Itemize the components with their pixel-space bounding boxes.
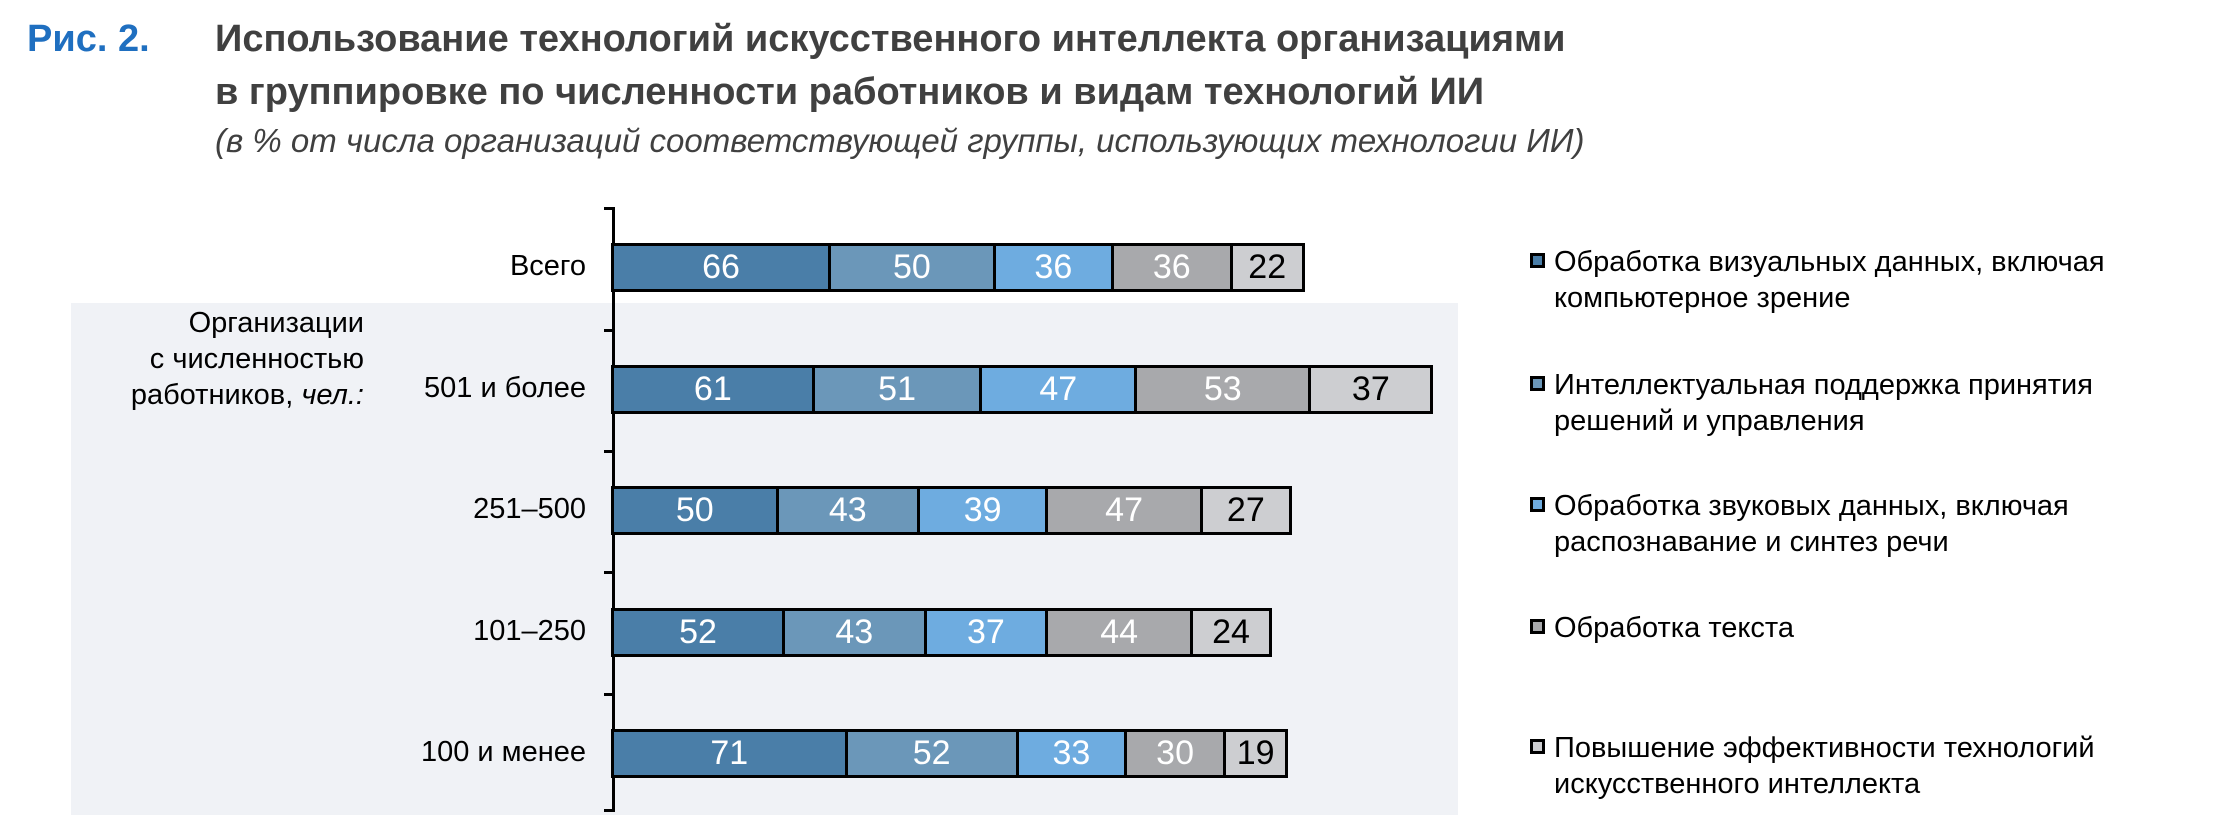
bar-segment: 52 [611, 608, 786, 657]
bar-segment: 19 [1222, 729, 1289, 778]
legend-label: Обработка текста [1554, 612, 1795, 644]
bar-segment: 71 [611, 729, 848, 778]
data-label: 71 [710, 734, 749, 772]
data-label: 66 [702, 248, 740, 286]
bar-segment: 27 [1199, 486, 1292, 535]
legend-item: Обработка звуковых данных, включая распоз… [1530, 488, 2214, 560]
chart-title-line2: в группировке по численности работников … [215, 71, 1485, 113]
bar-segment: 51 [811, 365, 983, 414]
bar-segment: 53 [1134, 365, 1312, 414]
category-label: 251–500 [473, 493, 586, 525]
legend-label: Интеллектуальная поддержка принятия [1554, 369, 2093, 401]
legend-label: искусственного интеллекта [1554, 768, 1921, 800]
legend-swatch-icon [1530, 253, 1545, 268]
legend-swatch-icon [1530, 497, 1545, 512]
data-label: 50 [892, 248, 931, 286]
group-label-unit: чел.: [301, 379, 364, 411]
legend-label: Повышение эффективности технологий [1554, 732, 2095, 764]
bar-segment: 66 [611, 243, 832, 292]
category-label: Всего [509, 250, 586, 282]
group-label-line1: Организации [188, 307, 364, 339]
bar-segment: 61 [611, 365, 815, 414]
legend-swatch-icon [1530, 376, 1545, 391]
data-label: 39 [963, 491, 1002, 529]
category-label: 100 и менее [420, 736, 586, 768]
data-label: 30 [1156, 734, 1194, 772]
data-label: 50 [675, 491, 714, 529]
bar-segment: 47 [979, 365, 1138, 414]
legend-item: Обработка визуальных данных, включая комп… [1530, 244, 2214, 316]
data-label: 27 [1226, 491, 1265, 529]
category-label: 501 и более [424, 372, 586, 404]
axis-tick [604, 809, 615, 812]
bar-segment: 44 [1045, 608, 1194, 657]
axis-tick [604, 571, 615, 574]
data-label: 22 [1248, 248, 1287, 286]
data-label: 37 [1351, 370, 1390, 408]
data-label: 44 [1100, 613, 1139, 651]
bar-segment: 43 [782, 608, 927, 657]
data-label: 43 [828, 491, 867, 529]
group-label-line3: работников, [130, 379, 302, 411]
data-label: 36 [1034, 248, 1073, 286]
bar-segment: 36 [1111, 243, 1233, 292]
legend-swatch-icon [1530, 619, 1545, 634]
bar-segment: 47 [1045, 486, 1203, 535]
chart-subtitle: (в % от числа организаций соответствующе… [215, 122, 1585, 159]
data-label: 53 [1203, 370, 1242, 408]
legend-label: Обработка звуковых данных, включая [1554, 490, 2069, 522]
bar-segment: 37 [1308, 365, 1434, 414]
data-label: 47 [1039, 370, 1078, 408]
legend-swatch-icon [1530, 739, 1545, 754]
group-label: Организации с численностью работников, ч… [71, 305, 364, 413]
data-label: 52 [679, 613, 717, 651]
category-label: 101–250 [473, 615, 586, 647]
bar-segment: 39 [916, 486, 1049, 535]
legend-label: Обработка визуальных данных, включая [1554, 246, 2105, 278]
bar-segment: 22 [1229, 243, 1305, 292]
data-label: 51 [878, 370, 916, 408]
legend-item: Повышение эффективности технологий искусс… [1530, 730, 2214, 802]
group-label-line2: с численностью [149, 343, 364, 375]
legend-label: решений и управления [1554, 405, 1865, 437]
bar-segment: 36 [992, 243, 1115, 292]
figure-label: Рис. 2. [27, 18, 150, 60]
legend-label: распознавание и синтез речи [1554, 526, 1949, 558]
data-label: 37 [966, 613, 1005, 651]
bar-segment: 24 [1190, 608, 1272, 657]
bar-segment: 43 [775, 486, 920, 535]
data-label: 24 [1212, 613, 1250, 651]
legend-label: компьютерное зрение [1554, 282, 1851, 314]
data-label: 52 [912, 734, 951, 772]
axis-tick [604, 207, 615, 210]
axis-tick [604, 450, 615, 453]
data-label: 19 [1236, 734, 1275, 772]
legend-item: Интеллектуальная поддержка принятия решен… [1530, 367, 2214, 439]
bar-segment: 30 [1124, 729, 1226, 778]
data-label: 61 [693, 370, 732, 408]
chart-title-line1: Использование технологий искусственного … [215, 18, 1566, 60]
axis-tick [604, 329, 615, 332]
legend-item: Обработка текста [1530, 610, 2214, 646]
data-label: 36 [1152, 248, 1191, 286]
axis-tick [604, 693, 615, 696]
bar-segment: 50 [611, 486, 779, 535]
bar-segment: 50 [828, 243, 996, 292]
data-label: 47 [1105, 491, 1143, 529]
bar-segment: 33 [1015, 729, 1128, 778]
data-label: 33 [1052, 734, 1091, 772]
bar-segment: 52 [844, 729, 1019, 778]
data-label: 43 [835, 613, 874, 651]
bar-segment: 37 [923, 608, 1049, 657]
